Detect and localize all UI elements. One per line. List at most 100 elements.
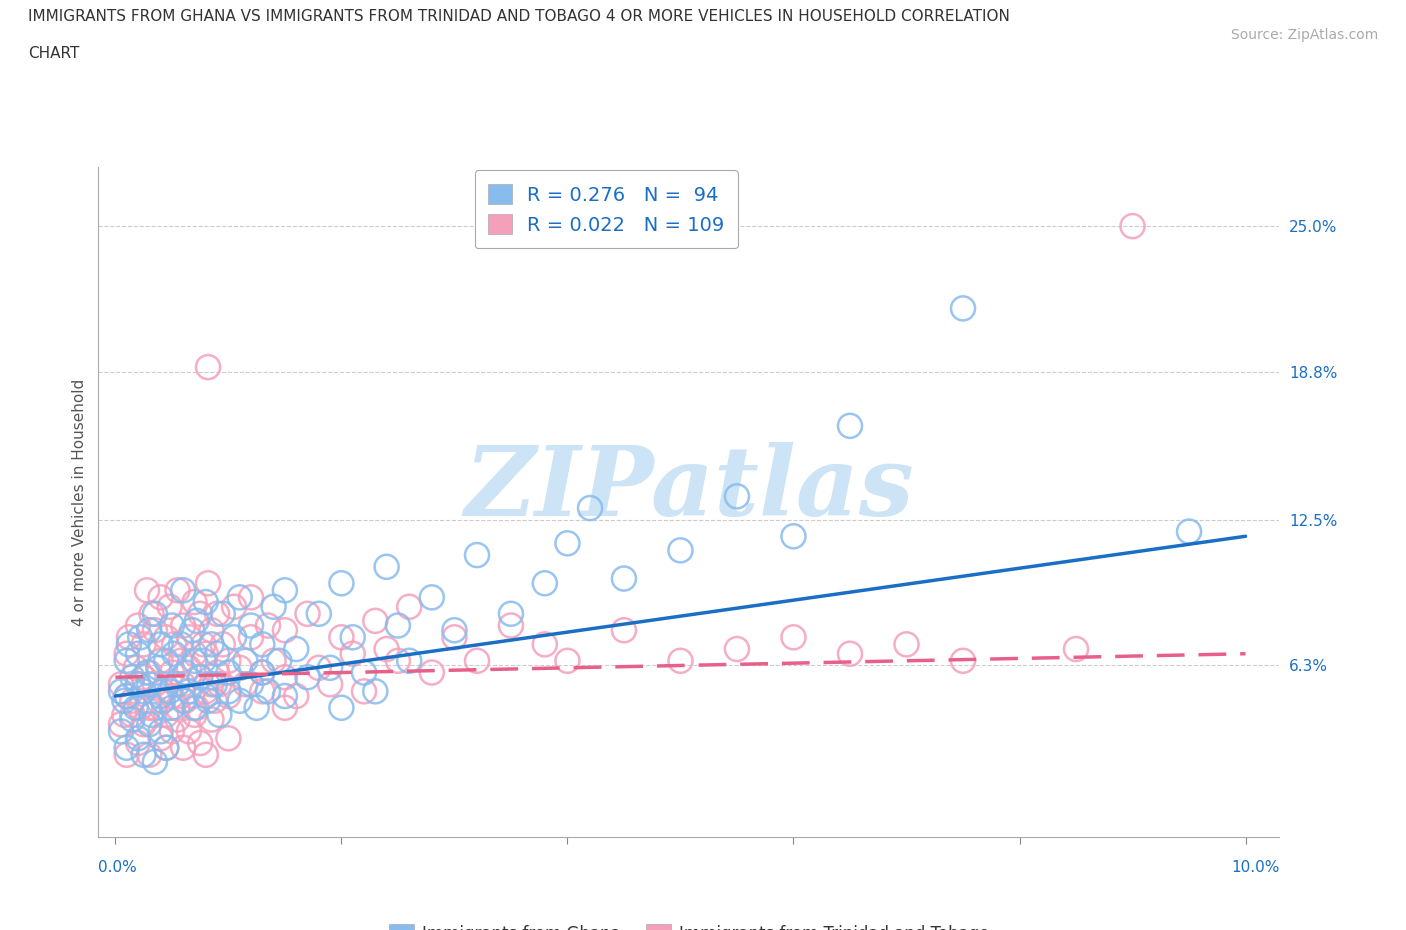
- Point: [308, 606, 330, 621]
- Point: [364, 614, 387, 629]
- Point: [204, 693, 226, 708]
- Point: [132, 670, 155, 684]
- Point: [240, 677, 263, 692]
- Point: [725, 642, 748, 657]
- Point: [252, 637, 274, 652]
- Point: [193, 637, 215, 652]
- Point: [319, 677, 342, 692]
- Point: [177, 660, 200, 675]
- Point: [183, 708, 205, 723]
- Point: [172, 693, 194, 708]
- Point: [148, 693, 170, 708]
- Point: [839, 418, 862, 433]
- Point: [499, 618, 522, 633]
- Point: [952, 654, 974, 669]
- Point: [398, 599, 420, 614]
- Point: [163, 646, 186, 661]
- Point: [240, 618, 263, 633]
- Text: 0.0%: 0.0%: [98, 860, 138, 875]
- Point: [115, 646, 138, 661]
- Point: [174, 693, 197, 708]
- Point: [222, 630, 245, 644]
- Point: [143, 700, 166, 715]
- Point: [222, 599, 245, 614]
- Point: [342, 646, 364, 661]
- Point: [138, 700, 160, 715]
- Point: [152, 684, 174, 698]
- Point: [208, 677, 231, 692]
- Point: [443, 623, 465, 638]
- Point: [274, 700, 297, 715]
- Point: [398, 654, 420, 669]
- Point: [170, 654, 193, 669]
- Point: [121, 708, 143, 723]
- Point: [839, 646, 862, 661]
- Point: [1122, 219, 1144, 233]
- Point: [174, 665, 197, 680]
- Point: [246, 700, 269, 715]
- Point: [138, 748, 160, 763]
- Point: [217, 684, 239, 698]
- Point: [160, 688, 183, 703]
- Point: [129, 630, 152, 644]
- Point: [285, 642, 308, 657]
- Point: [132, 684, 155, 698]
- Point: [197, 693, 219, 708]
- Point: [194, 748, 217, 763]
- Point: [132, 717, 155, 732]
- Point: [138, 623, 160, 638]
- Point: [613, 571, 636, 586]
- Point: [534, 637, 557, 652]
- Point: [115, 688, 138, 703]
- Point: [465, 654, 488, 669]
- Point: [177, 684, 200, 698]
- Point: [342, 630, 364, 644]
- Point: [155, 740, 177, 755]
- Point: [149, 590, 172, 604]
- Point: [194, 684, 217, 698]
- Point: [297, 670, 319, 684]
- Point: [127, 731, 149, 746]
- Point: [166, 677, 188, 692]
- Point: [194, 688, 217, 703]
- Point: [115, 688, 138, 703]
- Point: [160, 700, 183, 715]
- Point: [159, 599, 181, 614]
- Point: [136, 665, 159, 680]
- Point: [143, 754, 166, 769]
- Point: [138, 717, 160, 732]
- Point: [200, 623, 222, 638]
- Point: [263, 654, 285, 669]
- Point: [211, 606, 233, 621]
- Point: [208, 708, 231, 723]
- Point: [217, 688, 239, 703]
- Point: [205, 606, 228, 621]
- Point: [211, 637, 233, 652]
- Point: [183, 646, 205, 661]
- Point: [149, 637, 172, 652]
- Point: [1178, 525, 1201, 539]
- Point: [177, 630, 200, 644]
- Point: [1064, 642, 1087, 657]
- Point: [110, 724, 132, 738]
- Text: ZIPatlas: ZIPatlas: [464, 442, 914, 536]
- Point: [138, 677, 160, 692]
- Point: [115, 654, 138, 669]
- Point: [112, 693, 135, 708]
- Point: [183, 700, 205, 715]
- Point: [186, 700, 208, 715]
- Point: [669, 543, 692, 558]
- Point: [110, 677, 132, 692]
- Point: [112, 708, 135, 723]
- Point: [127, 677, 149, 692]
- Point: [782, 630, 804, 644]
- Point: [579, 500, 602, 515]
- Point: [285, 688, 308, 703]
- Point: [186, 614, 208, 629]
- Point: [118, 630, 141, 644]
- Point: [188, 670, 211, 684]
- Point: [205, 646, 228, 661]
- Point: [252, 665, 274, 680]
- Point: [297, 606, 319, 621]
- Point: [127, 646, 149, 661]
